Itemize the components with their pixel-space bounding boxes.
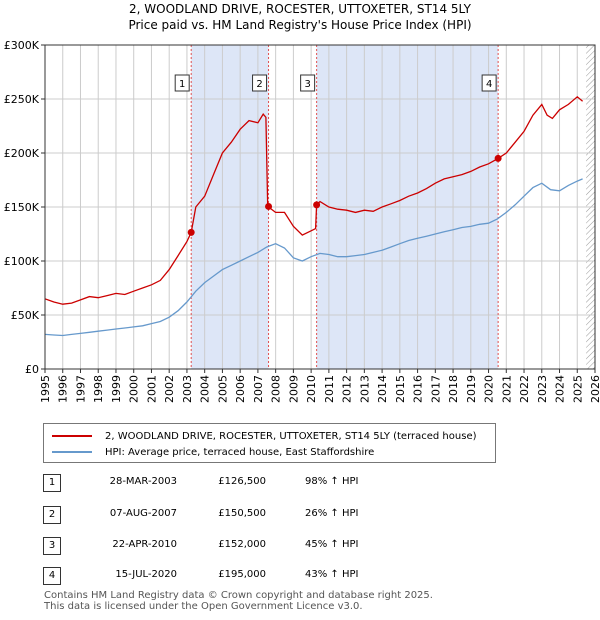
- x-tick-label: 2005: [216, 375, 229, 403]
- x-tick-label: 2002: [163, 375, 176, 403]
- x-tick-label: 2024: [554, 375, 567, 403]
- legend-label-property: 2, WOODLAND DRIVE, ROCESTER, UTTOXETER, …: [105, 430, 477, 442]
- x-tick-label: 2015: [394, 375, 407, 403]
- transaction-label-box: [481, 74, 497, 92]
- x-tick-label: 1996: [57, 375, 70, 403]
- footer-copyright: Contains HM Land Registry data © Crown c…: [44, 590, 433, 601]
- transaction-row: 3 22-APR-2010 £152,000 45% ↑ HPI: [43, 537, 463, 555]
- y-tick-label: £150K: [4, 201, 40, 214]
- transaction-hpi: 45% ↑ HPI: [305, 539, 359, 550]
- y-tick-label: £200K: [4, 147, 40, 160]
- sale-point: [187, 228, 195, 236]
- transaction-hpi: 98% ↑ HPI: [305, 476, 359, 487]
- transaction-price: £150,500: [218, 508, 266, 519]
- transaction-row: 1 28-MAR-2003 £126,500 98% ↑ HPI: [43, 474, 463, 492]
- transaction-date: 07-AUG-2007: [109, 508, 177, 519]
- x-tick-label: 2008: [270, 375, 283, 403]
- transaction-label-box: [252, 74, 268, 92]
- y-tick-label: £0: [25, 363, 39, 376]
- sale-point: [313, 201, 321, 209]
- x-tick-label: 2009: [287, 375, 300, 403]
- x-tick-label: 2006: [234, 375, 247, 403]
- transaction-number: 2: [43, 506, 61, 524]
- legend-label-hpi: HPI: Average price, terraced house, East…: [105, 446, 375, 458]
- x-tick-label: 2026: [589, 375, 600, 403]
- x-tick-label: 2000: [128, 375, 141, 403]
- transaction-row: 2 07-AUG-2007 £150,500 26% ↑ HPI: [43, 506, 463, 524]
- x-tick-label: 2013: [358, 375, 371, 403]
- transaction-price: £126,500: [218, 476, 266, 487]
- x-tick-label: 2023: [536, 375, 549, 403]
- x-tick-label: 2003: [181, 375, 194, 403]
- transaction-hpi: 26% ↑ HPI: [305, 508, 359, 519]
- transaction-row: 4 15-JUL-2020 £195,000 43% ↑ HPI: [43, 567, 463, 585]
- x-tick-label: 1995: [39, 375, 52, 403]
- transaction-hpi: 43% ↑ HPI: [305, 569, 359, 580]
- x-tick-label: 2017: [429, 375, 442, 403]
- y-tick-label: £50K: [11, 309, 40, 322]
- transaction-number: 4: [43, 567, 61, 585]
- chart-subtitle: Price paid vs. HM Land Registry's House …: [128, 18, 472, 32]
- transaction-label: 1: [179, 79, 185, 90]
- x-tick-label: 2014: [376, 375, 389, 403]
- x-tick-label: 2020: [483, 375, 496, 403]
- y-tick-label: £100K: [4, 255, 40, 268]
- hpi-line: [45, 178, 583, 337]
- chart-title: 2, WOODLAND DRIVE, ROCESTER, UTTOXETER, …: [129, 2, 471, 16]
- transaction-number: 3: [43, 537, 61, 555]
- footer-license: This data is licensed under the Open Gov…: [44, 601, 363, 612]
- x-tick-label: 2025: [571, 375, 584, 403]
- legend-item-hpi: HPI: Average price, terraced house, East…: [52, 445, 374, 459]
- sale-point: [265, 202, 273, 210]
- transaction-price: £152,000: [218, 539, 266, 550]
- transaction-label: 3: [304, 79, 310, 90]
- transaction-date: 15-JUL-2020: [115, 569, 177, 580]
- legend-item-property: 2, WOODLAND DRIVE, ROCESTER, UTTOXETER, …: [52, 429, 477, 443]
- x-tick-label: 2016: [412, 375, 425, 403]
- x-tick-label: 2018: [447, 375, 460, 403]
- property-price-line: [45, 95, 584, 305]
- transaction-price: £195,000: [218, 569, 266, 580]
- transaction-number: 1: [43, 474, 61, 492]
- transaction-date: 22-APR-2010: [112, 539, 177, 550]
- x-tick-label: 1999: [110, 375, 123, 403]
- price-chart: 1 2 3 4 £0 £50K £100K £150K £200K £250K £300K 1995…: [4, 39, 600, 403]
- chart-legend: 2, WOODLAND DRIVE, ROCESTER, UTTOXETER, …: [43, 423, 496, 463]
- x-tick-label: 2011: [323, 375, 336, 403]
- x-tick-label: 1997: [74, 375, 87, 403]
- x-tick-label: 2001: [145, 375, 158, 403]
- legend-swatch-hpi: [52, 451, 92, 453]
- x-tick-label: 2022: [518, 375, 531, 403]
- legend-swatch-property: [52, 435, 92, 437]
- x-tick-label: 1998: [92, 375, 105, 403]
- sale-point: [494, 154, 502, 162]
- x-tick-label: 2010: [305, 375, 318, 403]
- x-tick-label: 2021: [500, 375, 513, 403]
- transaction-date: 28-MAR-2003: [109, 476, 177, 487]
- y-tick-label: £300K: [4, 39, 40, 52]
- x-tick-label: 2007: [252, 375, 265, 403]
- x-tick-label: 2019: [465, 375, 478, 403]
- transaction-label-box: [300, 74, 316, 92]
- x-tick-label: 2004: [199, 375, 212, 403]
- y-tick-label: £250K: [4, 93, 40, 106]
- x-tick-label: 2012: [341, 375, 354, 403]
- transaction-label-box: [174, 74, 190, 92]
- transaction-label: 4: [486, 79, 492, 90]
- transaction-label: 2: [256, 79, 262, 90]
